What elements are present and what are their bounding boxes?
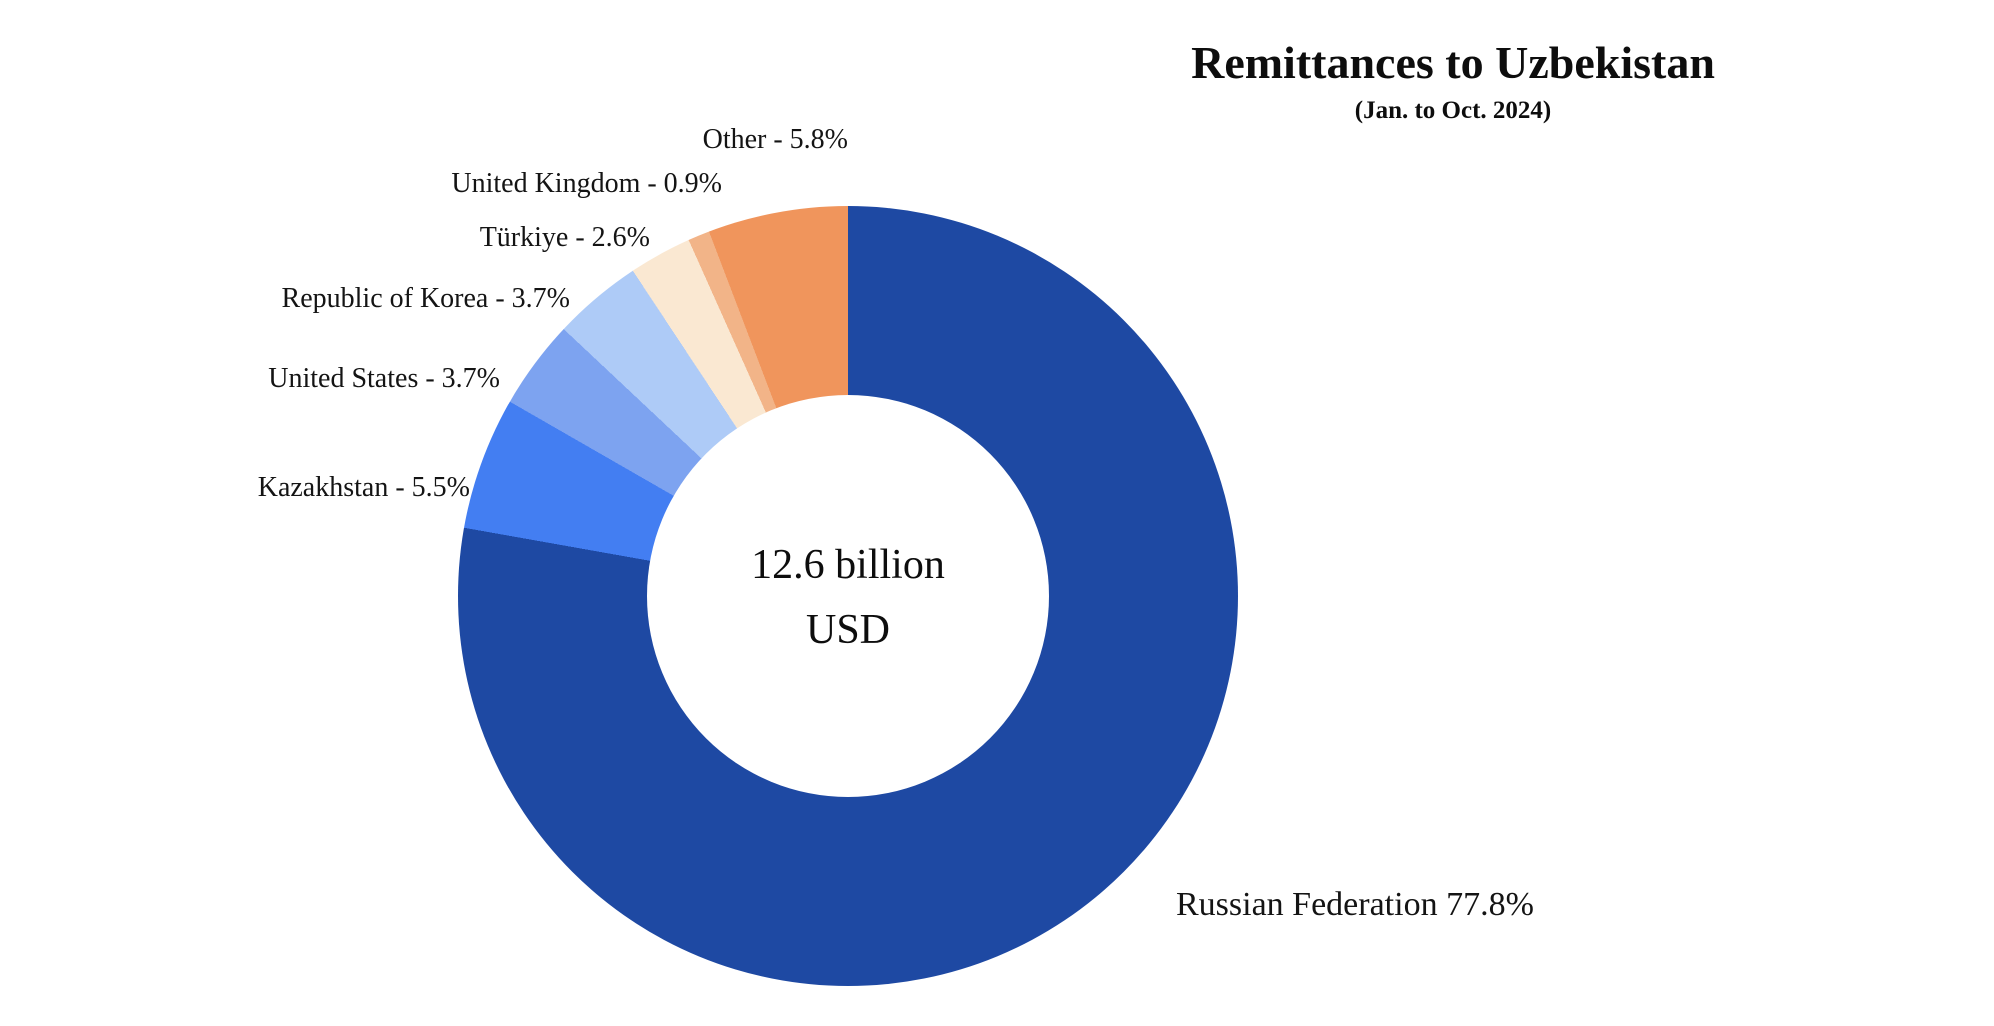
chart-title: Remittances to Uzbekistan bbox=[1191, 37, 1715, 88]
center-total-value: 12.6 billion bbox=[751, 541, 945, 588]
slice-label-united-kingdom: United Kingdom - 0.9% bbox=[451, 168, 722, 199]
title-block: Remittances to Uzbekistan (Jan. to Oct. … bbox=[1191, 36, 1715, 125]
donut-chart bbox=[458, 206, 1238, 986]
slice-label-russian-federation: Russian Federation 77.8% bbox=[1176, 886, 1534, 923]
slice-label-turkiye: Türkiye - 2.6% bbox=[479, 222, 650, 253]
center-total-unit: USD bbox=[805, 607, 891, 653]
donut-hole bbox=[647, 395, 1049, 797]
slice-label-kazakhstan: Kazakhstan - 5.5% bbox=[257, 472, 470, 503]
center-total-label: 12.6 billion USD bbox=[751, 533, 945, 663]
slice-label-republic-of-korea: Republic of Korea - 3.7% bbox=[281, 283, 570, 314]
chart-subtitle: (Jan. to Oct. 2024) bbox=[1354, 97, 1552, 124]
slice-label-united-states: United States - 3.7% bbox=[268, 363, 500, 394]
slice-label-other: Other - 5.8% bbox=[702, 124, 848, 155]
